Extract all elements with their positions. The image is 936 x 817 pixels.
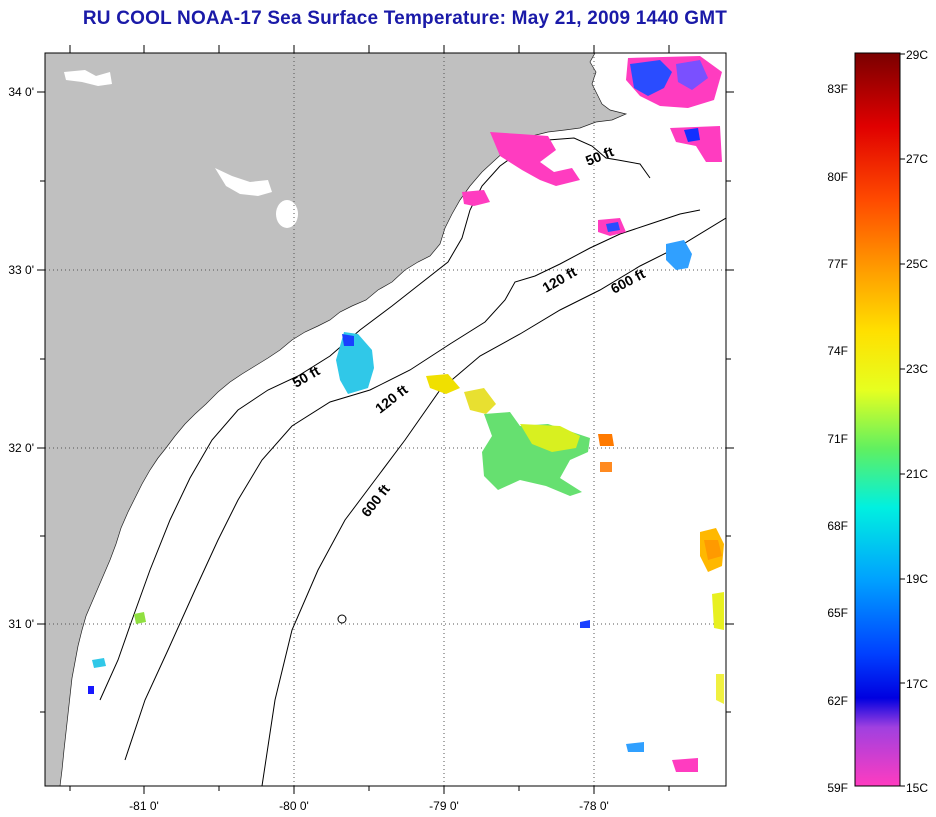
fahrenheit-label: 83F xyxy=(827,82,848,96)
sst-patch xyxy=(606,222,620,232)
fahrenheit-label: 74F xyxy=(827,344,848,358)
sst-patch xyxy=(336,332,374,394)
sst-patch xyxy=(676,60,708,90)
map-frame xyxy=(44,52,727,787)
celsius-label: 27C xyxy=(906,152,928,166)
colorbar-c-ticks xyxy=(900,53,905,787)
sst-patch xyxy=(464,388,496,414)
latitude-labels: 34 0' 33 0' 32 0' 31 0' xyxy=(8,85,34,631)
fahrenheit-label: 59F xyxy=(827,781,848,795)
fahrenheit-label: 65F xyxy=(827,606,848,620)
celsius-label: 19C xyxy=(906,572,928,586)
sst-patch xyxy=(666,240,692,270)
contour-120ft xyxy=(124,209,701,761)
frame-ticks xyxy=(37,45,734,794)
sst-patch xyxy=(462,190,490,206)
colorbar: 83F 80F 77F 74F 71F 68F 65F 62F 59F 29C … xyxy=(827,48,928,795)
lat-label: 33 0' xyxy=(8,263,34,277)
lon-label: -81 0' xyxy=(129,799,159,813)
sst-patch xyxy=(342,334,354,346)
sst-patch xyxy=(520,424,580,452)
sst-patch xyxy=(716,674,724,704)
sst-patch xyxy=(630,60,672,96)
chart-title: RU COOL NOAA-17 Sea Surface Temperature:… xyxy=(82,8,728,29)
celsius-label: 21C xyxy=(906,467,928,481)
fahrenheit-label: 71F xyxy=(827,432,848,446)
contour-seamount xyxy=(337,614,347,624)
inland-lake xyxy=(64,70,112,86)
lon-label: -80 0' xyxy=(279,799,309,813)
celsius-label: 15C xyxy=(906,781,928,795)
sst-patch xyxy=(598,434,614,446)
sst-patch xyxy=(712,592,724,630)
sst-patch xyxy=(704,540,722,560)
fahrenheit-label: 77F xyxy=(827,257,848,271)
colorbar-c-labels: 29C 27C 25C 23C 21C 19C 17C 15C xyxy=(906,48,928,795)
sst-patch xyxy=(490,132,580,186)
celsius-label: 17C xyxy=(906,677,928,691)
sst-patch xyxy=(684,128,700,142)
sst-patch xyxy=(626,742,644,752)
colorbar-scale xyxy=(854,52,901,787)
grid-lines xyxy=(45,53,726,786)
colorbar-f-labels: 83F 80F 77F 74F 71F 68F 65F 62F 59F xyxy=(827,82,848,795)
sst-patch xyxy=(670,126,722,162)
celsius-label: 29C xyxy=(906,48,928,62)
sst-patch xyxy=(134,612,146,624)
sst-patch xyxy=(426,374,460,394)
longitude-labels: -81 0' -80 0' -79 0' -78 0' xyxy=(129,799,609,813)
sst-patch xyxy=(92,658,106,668)
lat-label: 32 0' xyxy=(8,441,34,455)
sst-pixels xyxy=(88,56,724,772)
sst-patch xyxy=(672,758,698,772)
celsius-label: 25C xyxy=(906,257,928,271)
fahrenheit-label: 62F xyxy=(827,694,848,708)
lon-label: -78 0' xyxy=(579,799,609,813)
lon-label: -79 0' xyxy=(429,799,459,813)
celsius-label: 23C xyxy=(906,362,928,376)
lat-label: 31 0' xyxy=(8,617,34,631)
fahrenheit-label: 80F xyxy=(827,170,848,184)
sst-patch xyxy=(580,620,590,628)
fahrenheit-label: 68F xyxy=(827,519,848,533)
map-area: 50 ft 50 ft 120 ft 120 ft 600 ft 600 ft xyxy=(45,53,726,786)
inland-lake xyxy=(215,168,272,196)
sst-patch xyxy=(88,686,94,694)
inland-lake xyxy=(276,200,298,228)
sst-patch xyxy=(600,462,612,472)
contour-50ft xyxy=(99,137,651,701)
lat-label: 34 0' xyxy=(8,85,34,99)
land-mass xyxy=(45,53,628,786)
